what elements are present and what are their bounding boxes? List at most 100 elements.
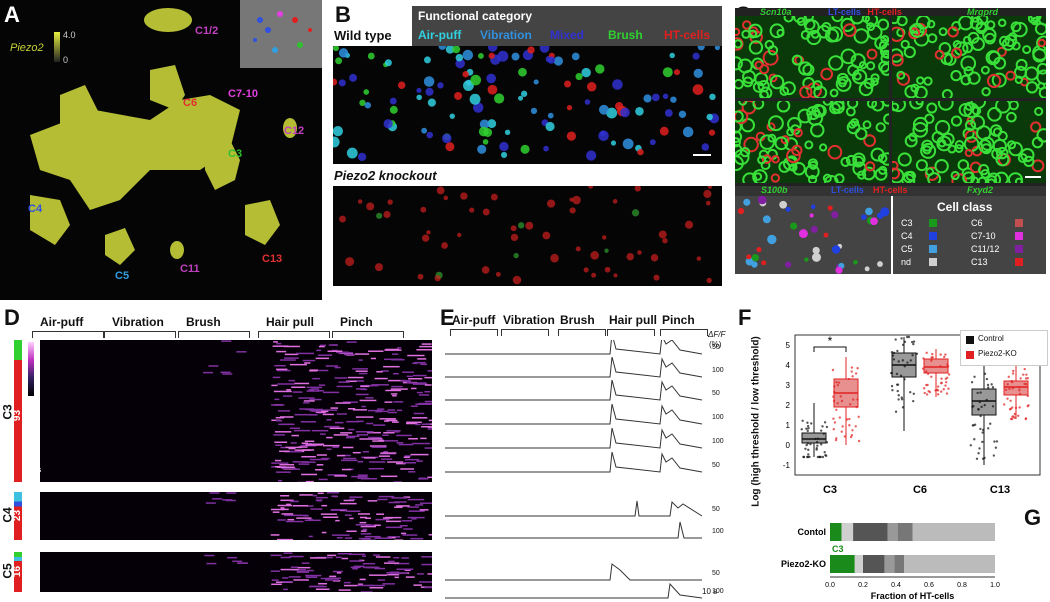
data-point	[977, 452, 980, 455]
cell-dot	[425, 87, 434, 96]
heat-streak	[394, 539, 404, 540]
heat-streak	[368, 584, 385, 587]
cell-dot	[367, 52, 375, 60]
neuron-outline	[863, 134, 877, 147]
heat-streak	[309, 414, 318, 416]
neuron-outline	[870, 77, 879, 86]
neuron-outline	[916, 76, 925, 85]
heat-streak	[278, 423, 295, 426]
heat-streak	[424, 384, 432, 386]
neuron-outline	[908, 132, 918, 142]
heat-streak	[291, 434, 299, 437]
data-point	[903, 365, 906, 368]
cell-dot	[612, 199, 618, 204]
data-point	[901, 359, 905, 362]
neuron-outline	[986, 20, 996, 30]
stimulus-bracket	[607, 329, 655, 336]
data-point	[925, 351, 928, 355]
heat-streak	[305, 408, 324, 411]
cell-class-dot	[877, 212, 884, 219]
heat-streak	[356, 420, 364, 423]
heat-streak	[286, 503, 291, 506]
data-point	[983, 403, 986, 407]
cell-dot	[525, 221, 534, 230]
heat-streak	[382, 434, 389, 437]
data-point	[835, 408, 838, 411]
heat-streak	[355, 431, 374, 433]
data-point	[1023, 367, 1026, 371]
heat-streak	[276, 466, 295, 469]
data-point	[806, 442, 810, 445]
heat-streak	[345, 380, 357, 383]
cell-dot	[600, 130, 606, 137]
row-count-c4: 23	[12, 509, 24, 522]
heat-streak	[368, 350, 384, 352]
data-point	[900, 396, 903, 399]
data-point	[983, 372, 987, 376]
data-point	[814, 437, 817, 441]
stimulus-bracket	[258, 331, 330, 338]
trace-scale-value: 50	[712, 570, 720, 577]
heat-streak	[280, 556, 291, 559]
data-point	[989, 422, 992, 425]
neuron-outline	[735, 109, 749, 125]
data-point	[940, 390, 943, 393]
heat-streak	[221, 340, 232, 342]
cell-dot	[650, 254, 659, 262]
category-brush: Brush	[608, 28, 643, 42]
trace-scale-value: 100	[712, 367, 724, 374]
neuron-outline	[1034, 106, 1044, 116]
data-point	[909, 390, 912, 394]
neuron-outline	[1006, 111, 1017, 123]
neuron-outline	[947, 144, 957, 154]
heat-streak	[316, 349, 321, 352]
stimulus-bracket	[332, 331, 404, 338]
neuron-outline	[866, 48, 878, 60]
heat-streak	[284, 353, 299, 356]
heat-streak	[354, 353, 370, 355]
heat-streak	[277, 383, 295, 385]
heat-streak	[403, 456, 410, 459]
neuron-outline	[819, 143, 828, 152]
cell-dot	[701, 143, 710, 151]
heat-streak	[357, 513, 371, 515]
heat-streak	[292, 505, 309, 507]
heat-streak	[412, 383, 428, 385]
heat-streak	[309, 458, 328, 461]
data-point	[945, 376, 949, 379]
data-point	[915, 352, 919, 356]
data-point	[805, 427, 808, 430]
heat-streak	[205, 502, 216, 504]
legend-class-swatch	[929, 219, 937, 227]
data-point	[807, 453, 810, 456]
neuron-outline	[1032, 48, 1046, 63]
cbar-top: 3	[36, 340, 40, 347]
heatmap-colorbar	[28, 342, 34, 396]
heat-streak	[421, 423, 431, 426]
cell-class-dot	[831, 211, 839, 219]
heat-streak	[424, 400, 432, 403]
cell-dot	[363, 89, 370, 95]
heat-streak	[275, 416, 285, 419]
heat-streak	[380, 452, 397, 454]
neuron-outline	[752, 81, 765, 93]
marker-s100b: S100b	[761, 185, 788, 195]
data-point	[839, 395, 843, 398]
heat-streak	[404, 569, 411, 571]
cell-dot	[427, 98, 436, 107]
heat-streak	[330, 508, 347, 511]
data-point	[836, 402, 839, 405]
cell-dot	[330, 78, 338, 86]
cell-dot	[339, 215, 346, 223]
heat-streak	[319, 433, 326, 435]
cell-dot	[518, 67, 527, 77]
cell-dot	[706, 113, 713, 121]
neuron-outline	[820, 67, 834, 81]
neuron-outline	[743, 136, 759, 153]
data-point	[927, 389, 930, 393]
neuron-outline	[938, 41, 952, 55]
cluster-label: C7-10	[228, 88, 258, 100]
cell-dot	[706, 277, 712, 284]
cell-dot	[707, 184, 713, 189]
trace-scale-value: 50	[712, 390, 720, 397]
